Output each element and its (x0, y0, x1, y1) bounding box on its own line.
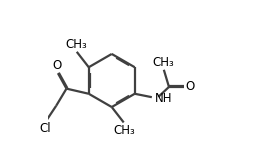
Text: Cl: Cl (39, 122, 51, 135)
Text: O: O (52, 59, 61, 72)
Text: CH₃: CH₃ (152, 56, 174, 69)
Text: O: O (186, 80, 195, 93)
Text: CH₃: CH₃ (114, 124, 135, 137)
Text: NH: NH (154, 91, 172, 105)
Text: CH₃: CH₃ (65, 38, 87, 51)
